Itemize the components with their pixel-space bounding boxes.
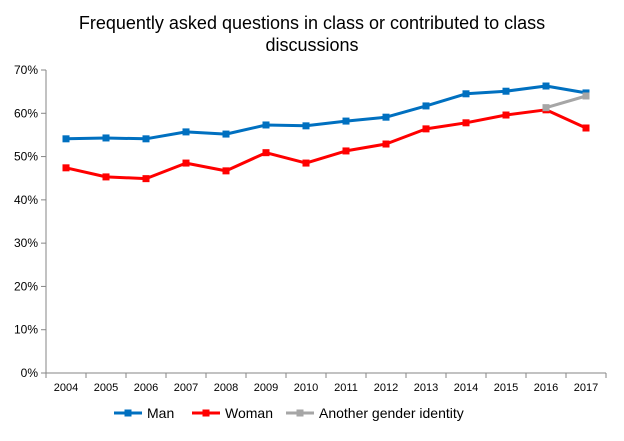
legend-marker: [124, 409, 132, 417]
x-tick-label: 2009: [254, 382, 278, 394]
x-tick-label: 2016: [534, 382, 558, 394]
data-point: [582, 92, 590, 100]
series-man: [62, 82, 590, 143]
legend-item: Another gender identity: [286, 405, 464, 421]
data-point: [262, 121, 270, 129]
data-point: [542, 104, 550, 112]
series-line: [65, 108, 587, 181]
legend-item: Woman: [192, 405, 273, 421]
legend-label: Another gender identity: [319, 405, 464, 421]
series-line: [545, 94, 587, 110]
y-tick-label: 20%: [14, 279, 38, 293]
data-point: [342, 117, 350, 125]
legend-label: Woman: [225, 405, 273, 421]
legend-marker: [202, 409, 210, 417]
data-point: [182, 159, 190, 167]
legend-label: Man: [147, 405, 174, 421]
y-tick-label: 10%: [14, 323, 38, 337]
x-tick-label: 2015: [494, 382, 518, 394]
x-tick-label: 2011: [334, 382, 358, 394]
data-point: [422, 125, 430, 133]
y-tick-label: 40%: [14, 193, 38, 207]
data-point: [302, 159, 310, 167]
data-point: [102, 134, 110, 142]
data-point: [502, 111, 510, 119]
legend-item: Man: [114, 405, 174, 421]
x-tick-label: 2013: [414, 382, 438, 394]
x-tick-label: 2010: [294, 382, 318, 394]
data-point: [462, 90, 470, 98]
data-point: [182, 128, 190, 136]
y-tick-label: 50%: [14, 150, 38, 164]
y-tick-label: 60%: [14, 106, 38, 120]
data-point: [582, 124, 590, 132]
data-point: [342, 147, 350, 155]
data-point: [142, 175, 150, 183]
axes: 0% 10% 20% 30% 40% 50% 60% 70% 2004 2005 2006 2007 2…: [14, 63, 607, 394]
x-tick-label: 2014: [454, 382, 478, 394]
data-point: [462, 119, 470, 127]
series-line: [65, 84, 587, 141]
data-point: [102, 173, 110, 181]
data-point: [542, 82, 550, 90]
x-tick-label: 2008: [214, 382, 238, 394]
data-point: [382, 113, 390, 121]
x-tick-label: 2012: [374, 382, 398, 394]
x-tick-label: 2004: [54, 382, 78, 394]
data-point: [422, 102, 430, 110]
data-point: [262, 149, 270, 157]
data-point: [62, 164, 70, 172]
data-point: [222, 167, 230, 175]
data-point: [382, 140, 390, 148]
y-tick-label: 30%: [14, 236, 38, 250]
legend-marker: [296, 409, 304, 417]
y-tick-label: 70%: [14, 63, 38, 77]
x-tick-label: 2006: [134, 382, 158, 394]
x-tick-label: 2005: [94, 382, 118, 394]
chart-title-line-2: discussions: [265, 35, 358, 55]
data-point: [502, 87, 510, 95]
data-point: [222, 130, 230, 138]
data-point: [62, 135, 70, 143]
series-woman: [62, 106, 590, 183]
data-point: [302, 122, 310, 130]
legend: Man Woman Another gender identity: [114, 405, 464, 421]
chart-title-line-1: Frequently asked questions in class or c…: [79, 13, 545, 33]
series: [62, 82, 590, 183]
x-tick-label: 2017: [574, 382, 598, 394]
x-tick-label: 2007: [174, 382, 198, 394]
y-tick-label: 0%: [21, 366, 39, 380]
series-another-gender-identity: [542, 92, 590, 112]
data-point: [142, 135, 150, 143]
